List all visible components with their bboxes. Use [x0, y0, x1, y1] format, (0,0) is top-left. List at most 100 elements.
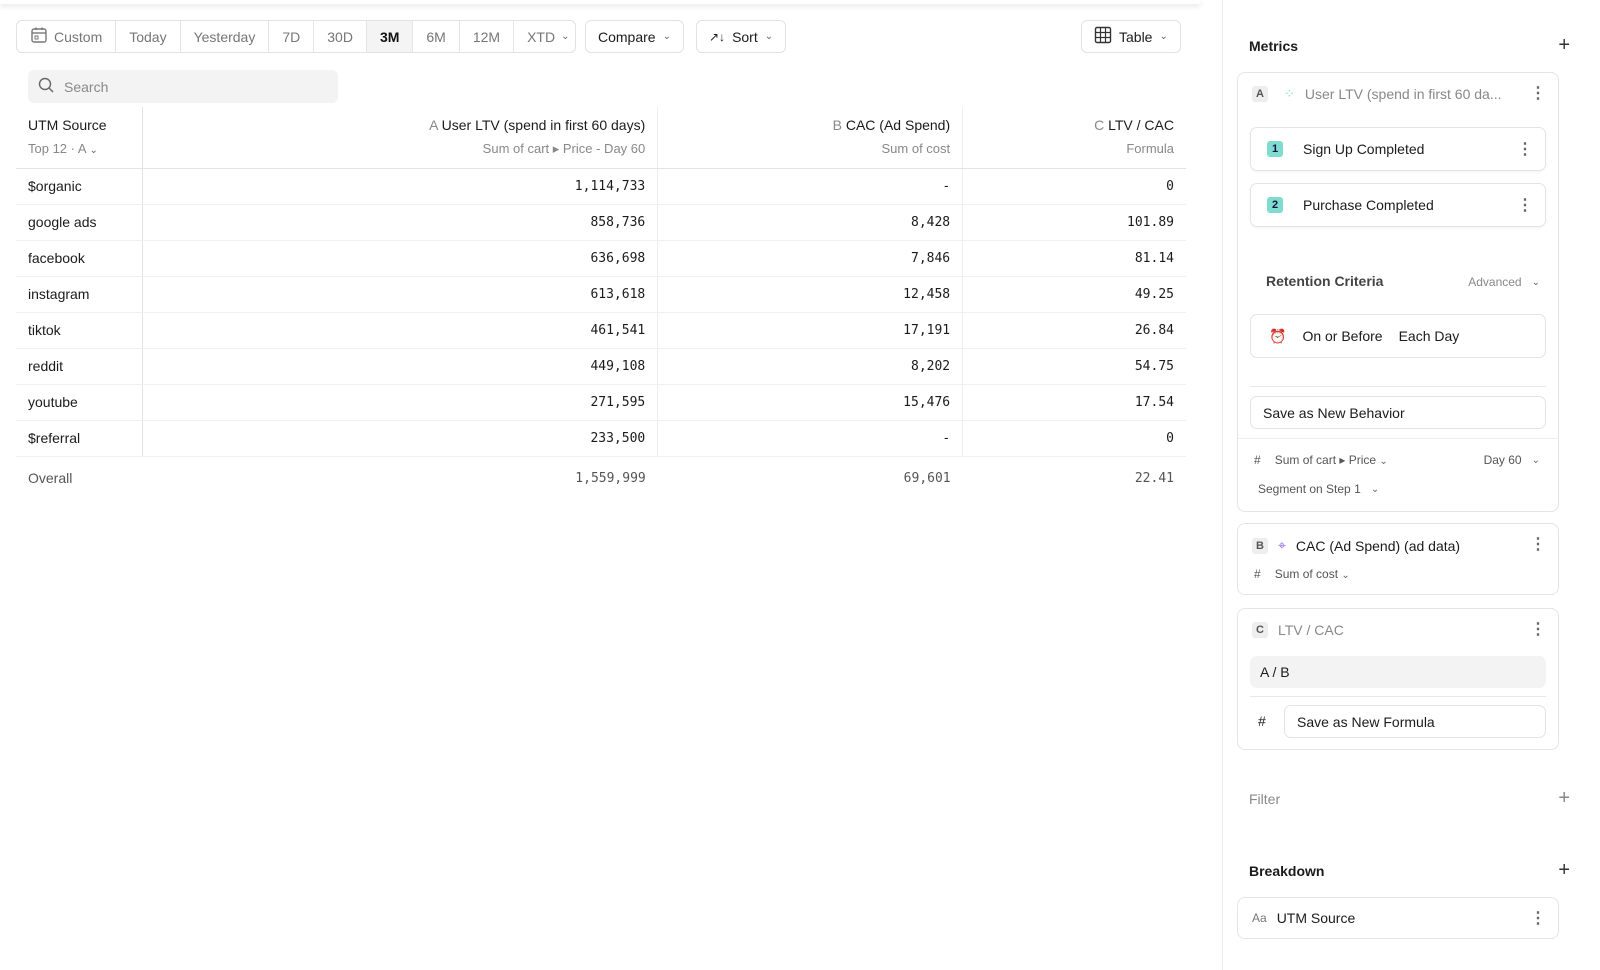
table-cell: -: [657, 168, 964, 205]
formula-input[interactable]: A / B: [1250, 656, 1546, 688]
table-cell: 233,500: [142, 420, 659, 457]
date-30d[interactable]: 30D: [314, 21, 367, 52]
chevron-down-icon: ⌄: [764, 31, 774, 42]
more-options-icon[interactable]: ⋮: [1530, 621, 1546, 638]
table-cell: $referral: [16, 420, 143, 457]
table-row[interactable]: reddit 449,108 8,202 54.75: [16, 348, 1186, 385]
table-cell: 15,476: [657, 384, 964, 421]
table-cell: facebook: [16, 240, 143, 277]
table-cell: google ads: [16, 204, 143, 241]
hash-icon: #: [1254, 567, 1261, 581]
breakdown-section-header: Breakdown +: [1249, 859, 1570, 881]
step-1[interactable]: 1 Sign Up Completed ⋮: [1250, 127, 1546, 171]
table-cell: 8,202: [657, 348, 964, 385]
table-icon: [1094, 26, 1112, 47]
table-cell: instagram: [16, 276, 143, 313]
table-cell: $organic: [16, 168, 143, 205]
table-row[interactable]: instagram 613,618 12,458 49.25: [16, 276, 1186, 313]
day-dropdown[interactable]: Day 60 ⌄: [1483, 453, 1540, 467]
date-7d[interactable]: 7D: [269, 21, 315, 52]
header-metric-a[interactable]: A User LTV (spend in first 60 days) Sum o…: [142, 107, 659, 169]
table-cell: 613,618: [142, 276, 659, 313]
chevron-down-icon: ⌄: [662, 31, 671, 42]
more-options-icon[interactable]: ⋮: [1530, 910, 1546, 927]
date-12m[interactable]: 12M: [460, 21, 515, 52]
date-range-selector: Custom Today Yesterday 7D 30D 3M 6M 12M …: [16, 20, 576, 53]
click-cursor-icon: ⌖: [1278, 537, 1286, 553]
more-options-icon[interactable]: ⋮: [1517, 141, 1533, 158]
table-cell: 271,595: [142, 384, 659, 421]
metric-b-title[interactable]: CAC (Ad Spend) (ad data): [1295, 537, 1461, 554]
step-2[interactable]: 2 Purchase Completed ⋮: [1250, 183, 1546, 227]
view-table-button[interactable]: Table ⌄: [1081, 20, 1181, 53]
metric-letter-badge: A: [1252, 86, 1268, 102]
save-as-new-behavior-button[interactable]: Save as New Behavior: [1250, 396, 1546, 429]
overall-cell: 69,601: [657, 455, 963, 500]
header-utm-source[interactable]: UTM Source Top 12 · A ⌄: [16, 107, 143, 169]
header-metric-c[interactable]: C LTV / CAC Formula: [962, 107, 1186, 169]
alarm-clock-icon: ⏰: [1269, 327, 1287, 344]
table-cell: 461,541: [142, 312, 659, 349]
table-cell: 81.14: [962, 240, 1186, 277]
search-field[interactable]: Search: [28, 70, 338, 103]
table-cell: reddit: [16, 348, 143, 385]
table-row[interactable]: facebook 636,698 7,846 81.14: [16, 240, 1186, 277]
more-options-icon[interactable]: ⋮: [1517, 197, 1533, 214]
metric-card-b: B ⌖ CAC (Ad Spend) (ad data) ⋮ # Sum of cos…: [1237, 523, 1559, 595]
table-cell: 101.89: [962, 204, 1186, 241]
more-options-icon[interactable]: ⋮: [1530, 85, 1546, 102]
overall-cell: Overall: [16, 455, 142, 500]
table-cell: 12,458: [657, 276, 964, 313]
overall-cell: 22.41: [962, 455, 1186, 500]
measure-dropdown[interactable]: Sum of cart ▸ Price ⌄: [1274, 453, 1388, 467]
search-input[interactable]: Search: [64, 78, 109, 95]
table-cell: 1,114,733: [142, 168, 659, 205]
advanced-dropdown[interactable]: Advanced ⌄: [1468, 275, 1540, 289]
header-metric-b[interactable]: B CAC (Ad Spend) Sum of cost: [657, 107, 964, 169]
add-metric-plus-icon[interactable]: +: [1558, 34, 1570, 56]
table-cell: 0: [962, 168, 1186, 205]
chevron-down-icon: ⌄: [1159, 31, 1168, 42]
table-row[interactable]: $referral 233,500-0: [16, 420, 1186, 457]
sort-icon: ↗↓: [709, 29, 726, 44]
sort-button[interactable]: ↗↓ Sort ⌄: [696, 20, 787, 53]
text-type-icon: Aa: [1252, 911, 1267, 925]
table-cell: 17,191: [657, 312, 964, 349]
table-cell: 17.54: [962, 384, 1186, 421]
retention-criteria-field[interactable]: ⏰ On or Before Each Day: [1250, 314, 1546, 358]
measure-dropdown[interactable]: Sum of cost ⌄: [1274, 567, 1350, 581]
metric-card-c: C LTV / CAC ⋮ A / B # Save as New Formula: [1237, 608, 1559, 750]
segment-dropdown[interactable]: Segment on Step 1 ⌄: [1258, 482, 1380, 496]
save-as-new-formula-button[interactable]: Save as New Formula: [1284, 705, 1546, 738]
date-today[interactable]: Today: [116, 21, 181, 52]
add-filter-plus-icon[interactable]: +: [1558, 787, 1570, 809]
compare-button[interactable]: Compare ⌄: [585, 20, 684, 53]
retention-criteria-label: Retention Criteria: [1266, 273, 1384, 289]
table-row[interactable]: tiktok 461,541 17,191 26.84: [16, 312, 1186, 349]
more-options-icon[interactable]: ⋮: [1530, 536, 1546, 553]
calendar-icon: [30, 26, 48, 47]
breakdown-item[interactable]: Aa UTM Source ⋮: [1237, 897, 1559, 939]
date-3m[interactable]: 3M: [366, 21, 414, 52]
table-cell: 636,698: [142, 240, 659, 277]
table-cell: 49.25: [962, 276, 1186, 313]
table-row[interactable]: youtube 271,595 15,476 17.54: [16, 384, 1186, 421]
metric-a-title[interactable]: User LTV (spend in first 60 da...: [1304, 86, 1502, 102]
date-xtd[interactable]: XTD ⌄: [527, 28, 570, 45]
table-row[interactable]: google ads 858,736 8,428 101.89: [16, 204, 1186, 241]
overall-cell: 1,559,999: [142, 455, 658, 500]
retention-grid-icon: ⁘: [1284, 86, 1295, 101]
table-cell: 54.75: [962, 348, 1186, 385]
metric-c-title[interactable]: LTV / CAC: [1278, 622, 1344, 638]
query-sidebar: Metrics + A ⁘ User LTV (spend in first 60 d…: [1222, 0, 1600, 970]
date-6m[interactable]: 6M: [413, 21, 460, 52]
data-table: UTM Source Top 12 · A ⌄ A User LTV (spend…: [16, 107, 1186, 500]
date-custom[interactable]: Custom: [17, 21, 117, 52]
top-n-selector[interactable]: Top 12 · A ⌄: [28, 141, 98, 156]
add-breakdown-plus-icon[interactable]: +: [1558, 859, 1570, 881]
table-cell: tiktok: [16, 312, 143, 349]
search-icon: [38, 77, 54, 96]
date-yesterday[interactable]: Yesterday: [181, 21, 270, 52]
table-row[interactable]: $organic 1,114,733-0: [16, 168, 1186, 205]
